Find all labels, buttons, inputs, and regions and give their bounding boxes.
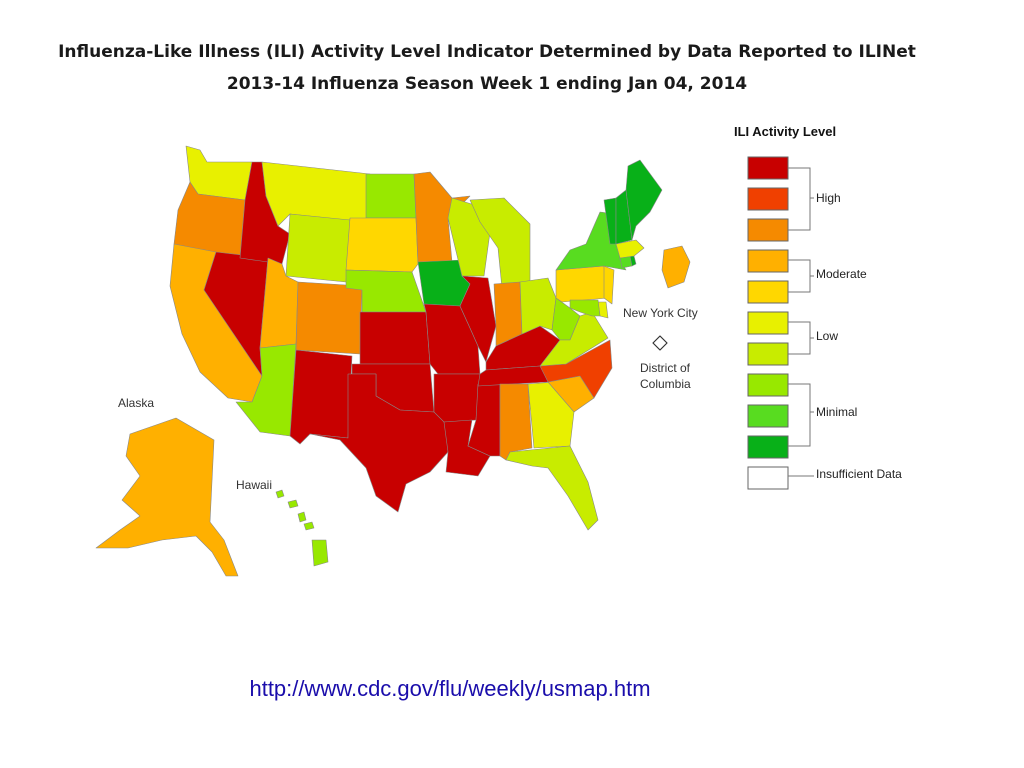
state-HI — [275, 489, 329, 567]
state-NC — [539, 339, 613, 399]
bracket-low — [788, 321, 811, 355]
state-AK — [95, 417, 239, 577]
legend-swatch-level-10 — [747, 156, 789, 180]
label-dc-line2: Columbia — [640, 377, 691, 391]
bracket-minimal — [788, 383, 811, 447]
state-NJ — [603, 265, 615, 305]
label-alaska: Alaska — [118, 396, 154, 410]
state-TX — [309, 373, 449, 513]
state-DC — [652, 335, 668, 351]
state-LA — [443, 419, 491, 477]
label-dc-line1: District of — [640, 361, 691, 375]
map-title: Influenza-Like Illness (ILI) Activity Le… — [58, 42, 916, 62]
label-nyc: New York City — [623, 306, 698, 320]
legend-swatch-level-1 — [747, 435, 789, 459]
state-IL — [459, 275, 497, 363]
state-ME — [625, 159, 663, 241]
state-NYC — [661, 245, 691, 289]
legend-label-insufficient: Insufficient Data — [816, 467, 902, 481]
map-subtitle: 2013-14 Influenza Season Week 1 ending J… — [226, 74, 748, 94]
bracket-moderate — [788, 259, 811, 293]
legend-label-high: High — [816, 191, 841, 205]
legend-swatch-level-2 — [747, 404, 789, 428]
legend-label-low: Low — [816, 329, 838, 343]
legend-label-minimal: Minimal — [816, 405, 857, 419]
legend-swatch-level-4 — [747, 342, 789, 366]
source-link[interactable]: http://www.cdc.gov/flu/weekly/usmap.htm — [249, 676, 651, 701]
legend-swatch-level-3 — [747, 373, 789, 397]
label-hawaii: Hawaii — [236, 478, 272, 492]
legend-swatch-level-0 — [747, 466, 789, 490]
state-MA — [615, 239, 645, 259]
legend-label-moderate: Moderate — [816, 267, 867, 281]
state-AZ — [235, 343, 297, 437]
legend-swatch-level-8 — [747, 218, 789, 242]
legend-title: ILI Activity Level — [734, 124, 837, 139]
state-FL — [505, 445, 599, 531]
bracket-high — [788, 167, 811, 231]
legend-swatch-level-9 — [747, 187, 789, 211]
state-SD — [345, 217, 419, 273]
legend-swatch-level-6 — [747, 280, 789, 304]
legend-swatch-level-5 — [747, 311, 789, 335]
state-VA — [539, 311, 609, 367]
legend-swatch-level-7 — [747, 249, 789, 273]
state-MD — [569, 299, 601, 317]
